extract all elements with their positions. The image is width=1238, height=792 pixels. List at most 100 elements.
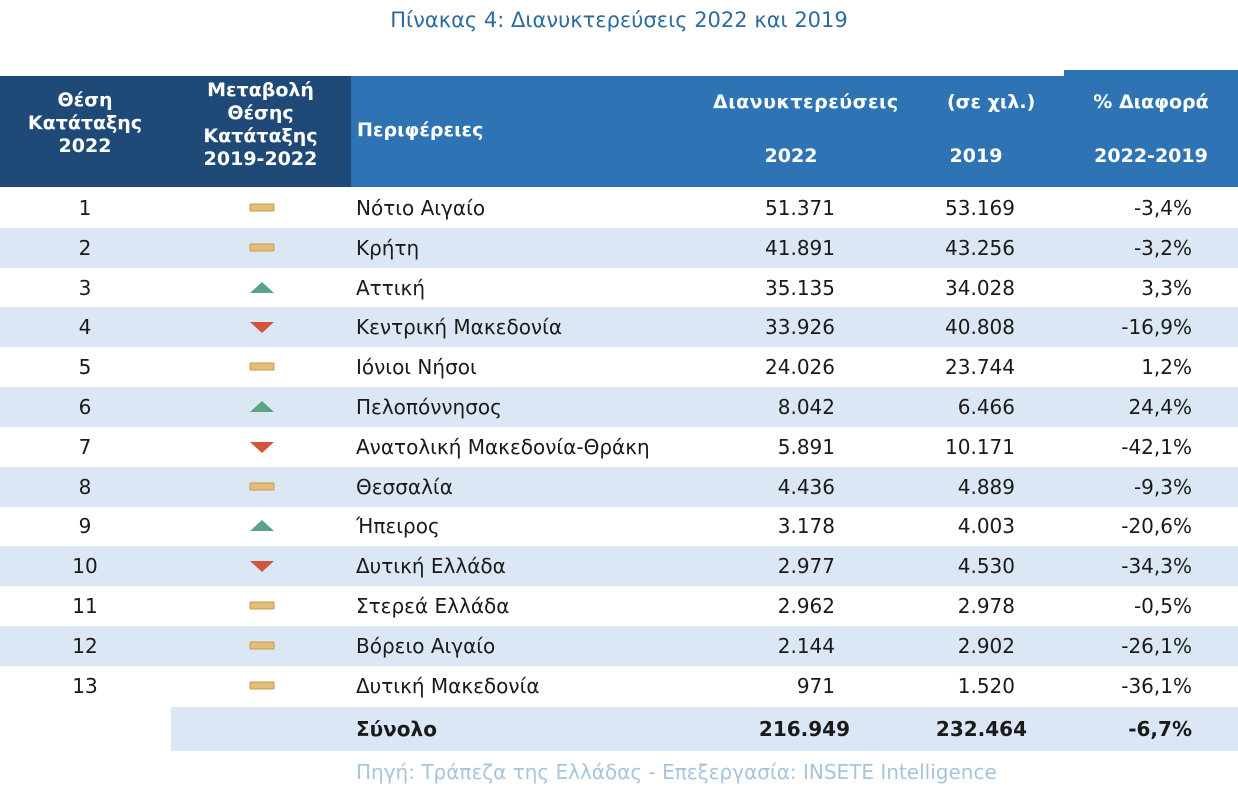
value-2022-cell: 4.436 (777, 474, 835, 499)
header-change: Μεταβολή Θέσης Κατάταξης 2019-2022 (170, 76, 351, 187)
header-nights: Διανυκτερεύσεις (713, 91, 899, 113)
rank-cell: 9 (78, 514, 92, 539)
header-change-line: 2019-2022 (203, 148, 318, 170)
pct-diff-cell: -3,4% (1133, 196, 1192, 220)
value-2019-cell: 4.530 (957, 554, 1015, 579)
value-2019-cell: 2.902 (957, 633, 1015, 658)
value-2019-cell: 23.744 (945, 355, 1015, 380)
rank-same-icon (249, 641, 275, 650)
pct-diff-cell: -26,1% (1121, 633, 1192, 658)
region-cell: Στερεά Ελλάδα (356, 594, 510, 618)
value-2022-cell: 971 (796, 673, 835, 698)
header-pct-range: 2022-2019 (1094, 145, 1208, 167)
rank-cell: 13 (72, 673, 98, 698)
header-rank-line: Θέση (57, 89, 113, 111)
region-cell: Θεσσαλία (356, 474, 453, 499)
table-row: 4 Κεντρική Μακεδονία 33.926 40.808 -16,9% (0, 307, 1238, 348)
pct-diff-cell: -0,5% (1133, 594, 1192, 618)
region-cell: Πελοπόννησος (356, 395, 502, 419)
rank-cell: 10 (72, 554, 98, 579)
header-change-line: Θέσης (227, 102, 294, 124)
region-cell: Ήπειρος (356, 514, 440, 539)
value-2019-cell: 4.889 (957, 474, 1015, 499)
rank-same-icon (249, 681, 275, 690)
rank-down-icon (250, 441, 274, 453)
header-pct: % Διαφορά (1093, 91, 1209, 113)
header-rank: Θέση Κατάταξης 2022 (0, 76, 170, 187)
region-cell: Βόρειο Αιγαίο (356, 633, 496, 658)
rank-cell: 7 (78, 434, 92, 459)
value-2022-cell: 8.042 (777, 395, 835, 419)
value-2019-cell: 40.808 (945, 315, 1015, 340)
table-row: 6 Πελοπόννησος 8.042 6.466 24,4% (0, 387, 1238, 427)
value-2019-cell: 34.028 (945, 275, 1015, 300)
table-row: 5 Ιόνιοι Νήσοι 24.026 23.744 1,2% (0, 347, 1238, 387)
header-year-2022: 2022 (764, 145, 818, 167)
value-2022-cell: 2.144 (777, 633, 835, 658)
total-2022: 216.949 (758, 717, 850, 741)
pct-diff-cell: -20,6% (1121, 514, 1192, 539)
rank-cell: 11 (72, 594, 98, 618)
pct-diff-cell: -42,1% (1121, 434, 1192, 459)
table-row: 7 Ανατολική Μακεδονία-Θράκη 5.891 10.171 -42… (0, 427, 1238, 467)
table-row: 13 Δυτική Μακεδονία 971 1.520 -36,1% (0, 666, 1238, 706)
pct-diff-cell: 24,4% (1128, 395, 1192, 419)
pct-diff-cell: -3,2% (1133, 235, 1192, 260)
value-2022-cell: 2.962 (777, 594, 835, 618)
rank-cell: 6 (78, 395, 92, 419)
pct-diff-cell: -16,9% (1121, 315, 1192, 340)
rank-cell: 8 (78, 474, 92, 499)
rank-up-icon (250, 281, 274, 293)
pct-diff-cell: 3,3% (1141, 275, 1192, 300)
value-2019-cell: 10.171 (945, 434, 1015, 459)
table-row: 2 Κρήτη 41.891 43.256 -3,2% (0, 227, 1238, 268)
header-change-line: Μεταβολή (207, 79, 314, 101)
value-2022-cell: 3.178 (777, 514, 835, 539)
rank-same-icon (249, 601, 275, 610)
header-region: Περιφέρειες (357, 119, 484, 141)
header-divider (1064, 70, 1238, 76)
rank-down-icon (250, 561, 274, 573)
pct-diff-cell: -36,1% (1121, 673, 1192, 698)
rank-cell: 2 (78, 235, 92, 260)
rank-cell: 3 (78, 275, 92, 300)
total-2019: 232.464 (935, 717, 1027, 741)
header-main: Περιφέρειες Διανυκτερεύσεις (σε χιλ.) 20… (351, 76, 1238, 187)
pct-diff-cell: 1,2% (1141, 355, 1192, 380)
value-2019-cell: 43.256 (945, 235, 1015, 260)
rank-same-icon (249, 482, 275, 491)
rank-cell: 1 (78, 196, 92, 220)
rank-down-icon (250, 322, 274, 334)
value-2022-cell: 33.926 (765, 315, 835, 340)
table-row: 8 Θεσσαλία 4.436 4.889 -9,3% (0, 466, 1238, 507)
value-2019-cell: 2.978 (957, 594, 1015, 618)
value-2022-cell: 5.891 (777, 434, 835, 459)
header-units: (σε χιλ.) (947, 91, 1036, 113)
value-2022-cell: 2.977 (777, 554, 835, 579)
pct-diff-cell: -34,3% (1121, 554, 1192, 579)
value-2019-cell: 1.520 (957, 673, 1015, 698)
value-2022-cell: 35.135 (765, 275, 835, 300)
region-cell: Δυτική Μακεδονία (356, 673, 540, 698)
table-title: Πίνακας 4: Διανυκτερεύσεις 2022 και 2019 (390, 8, 848, 32)
pct-diff-cell: -9,3% (1133, 474, 1192, 499)
table-row: 3 Αττική 35.135 34.028 3,3% (0, 268, 1238, 308)
table-row: 9 Ήπειρος 3.178 4.003 -20,6% (0, 506, 1238, 546)
rank-up-icon (250, 401, 274, 412)
source-note: Πηγή: Τράπεζα της Ελλάδας - Επεξεργασία:… (356, 760, 997, 784)
total-pct: -6,7% (1128, 717, 1192, 741)
rank-same-icon (249, 203, 275, 212)
value-2022-cell: 41.891 (765, 235, 835, 260)
table-row: 11 Στερεά Ελλάδα 2.962 2.978 -0,5% (0, 586, 1238, 626)
rank-same-icon (249, 362, 275, 371)
header-year-2019: 2019 (949, 145, 1003, 167)
region-cell: Δυτική Ελλάδα (356, 554, 506, 579)
region-cell: Αττική (356, 275, 425, 300)
region-cell: Ιόνιοι Νήσοι (356, 355, 477, 380)
value-2019-cell: 4.003 (957, 514, 1015, 539)
rank-cell: 4 (78, 315, 92, 340)
rank-cell: 12 (72, 633, 98, 658)
region-cell: Κεντρική Μακεδονία (356, 315, 563, 340)
header-rank-line: 2022 (58, 135, 112, 157)
value-2022-cell: 24.026 (765, 355, 835, 380)
